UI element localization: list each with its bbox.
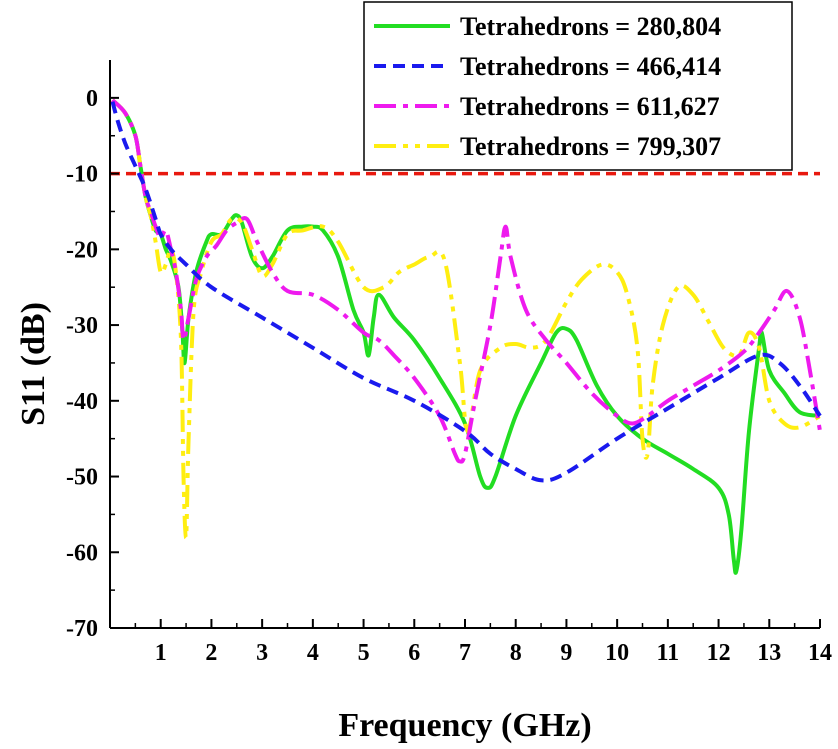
legend-label-3: Tetrahedrons = 611,627: [460, 92, 720, 121]
legend-label-4: Tetrahedrons = 799,307: [460, 132, 721, 161]
x-axis-ticks: 1 2 3 4 5 6 7 8 9 10 11 12 13 14: [134, 619, 832, 666]
x-tick-label: 5: [358, 640, 370, 666]
x-axis-title: Frequency (GHz): [338, 707, 591, 744]
x-tick-label: 1: [155, 640, 167, 666]
y-tick-label: -10: [66, 162, 98, 188]
x-tick-label: 13: [757, 640, 781, 666]
y-tick-label: -40: [66, 389, 98, 415]
x-tick-label: 2: [205, 640, 217, 666]
x-tick-label: 12: [707, 640, 731, 666]
y-tick-label: 0: [86, 86, 98, 112]
legend: Tetrahedrons = 280,804 Tetrahedrons = 466…: [363, 1, 793, 171]
y-tick-label: -20: [66, 237, 98, 263]
legend-label-1: Tetrahedrons = 280,804: [460, 12, 721, 41]
x-tick-label: 3: [256, 640, 268, 666]
x-tick-label: 4: [307, 640, 319, 666]
series-layer: [110, 98, 822, 575]
y-axis-title: S11 (dB): [15, 302, 52, 426]
y-tick-label: -50: [66, 465, 98, 491]
x-tick-label: 7: [459, 640, 471, 666]
y-axis-ticks: 0 -10 -20 -30 -40 -50 -60 -70: [66, 86, 119, 642]
legend-box: [363, 1, 793, 171]
x-tick-label: 11: [657, 640, 680, 666]
x-tick-label: 9: [560, 640, 572, 666]
x-tick-label: 8: [510, 640, 522, 666]
series-line-2: [110, 101, 822, 483]
legend-label-2: Tetrahedrons = 466,414: [460, 52, 721, 81]
y-tick-label: -60: [66, 540, 98, 566]
x-tick-label: 6: [408, 640, 420, 666]
x-tick-label: 10: [605, 640, 629, 666]
series-line-1: [111, 98, 821, 575]
x-tick-label: 14: [808, 640, 832, 666]
y-tick-label: -70: [66, 616, 98, 642]
y-tick-label: -30: [66, 313, 98, 339]
